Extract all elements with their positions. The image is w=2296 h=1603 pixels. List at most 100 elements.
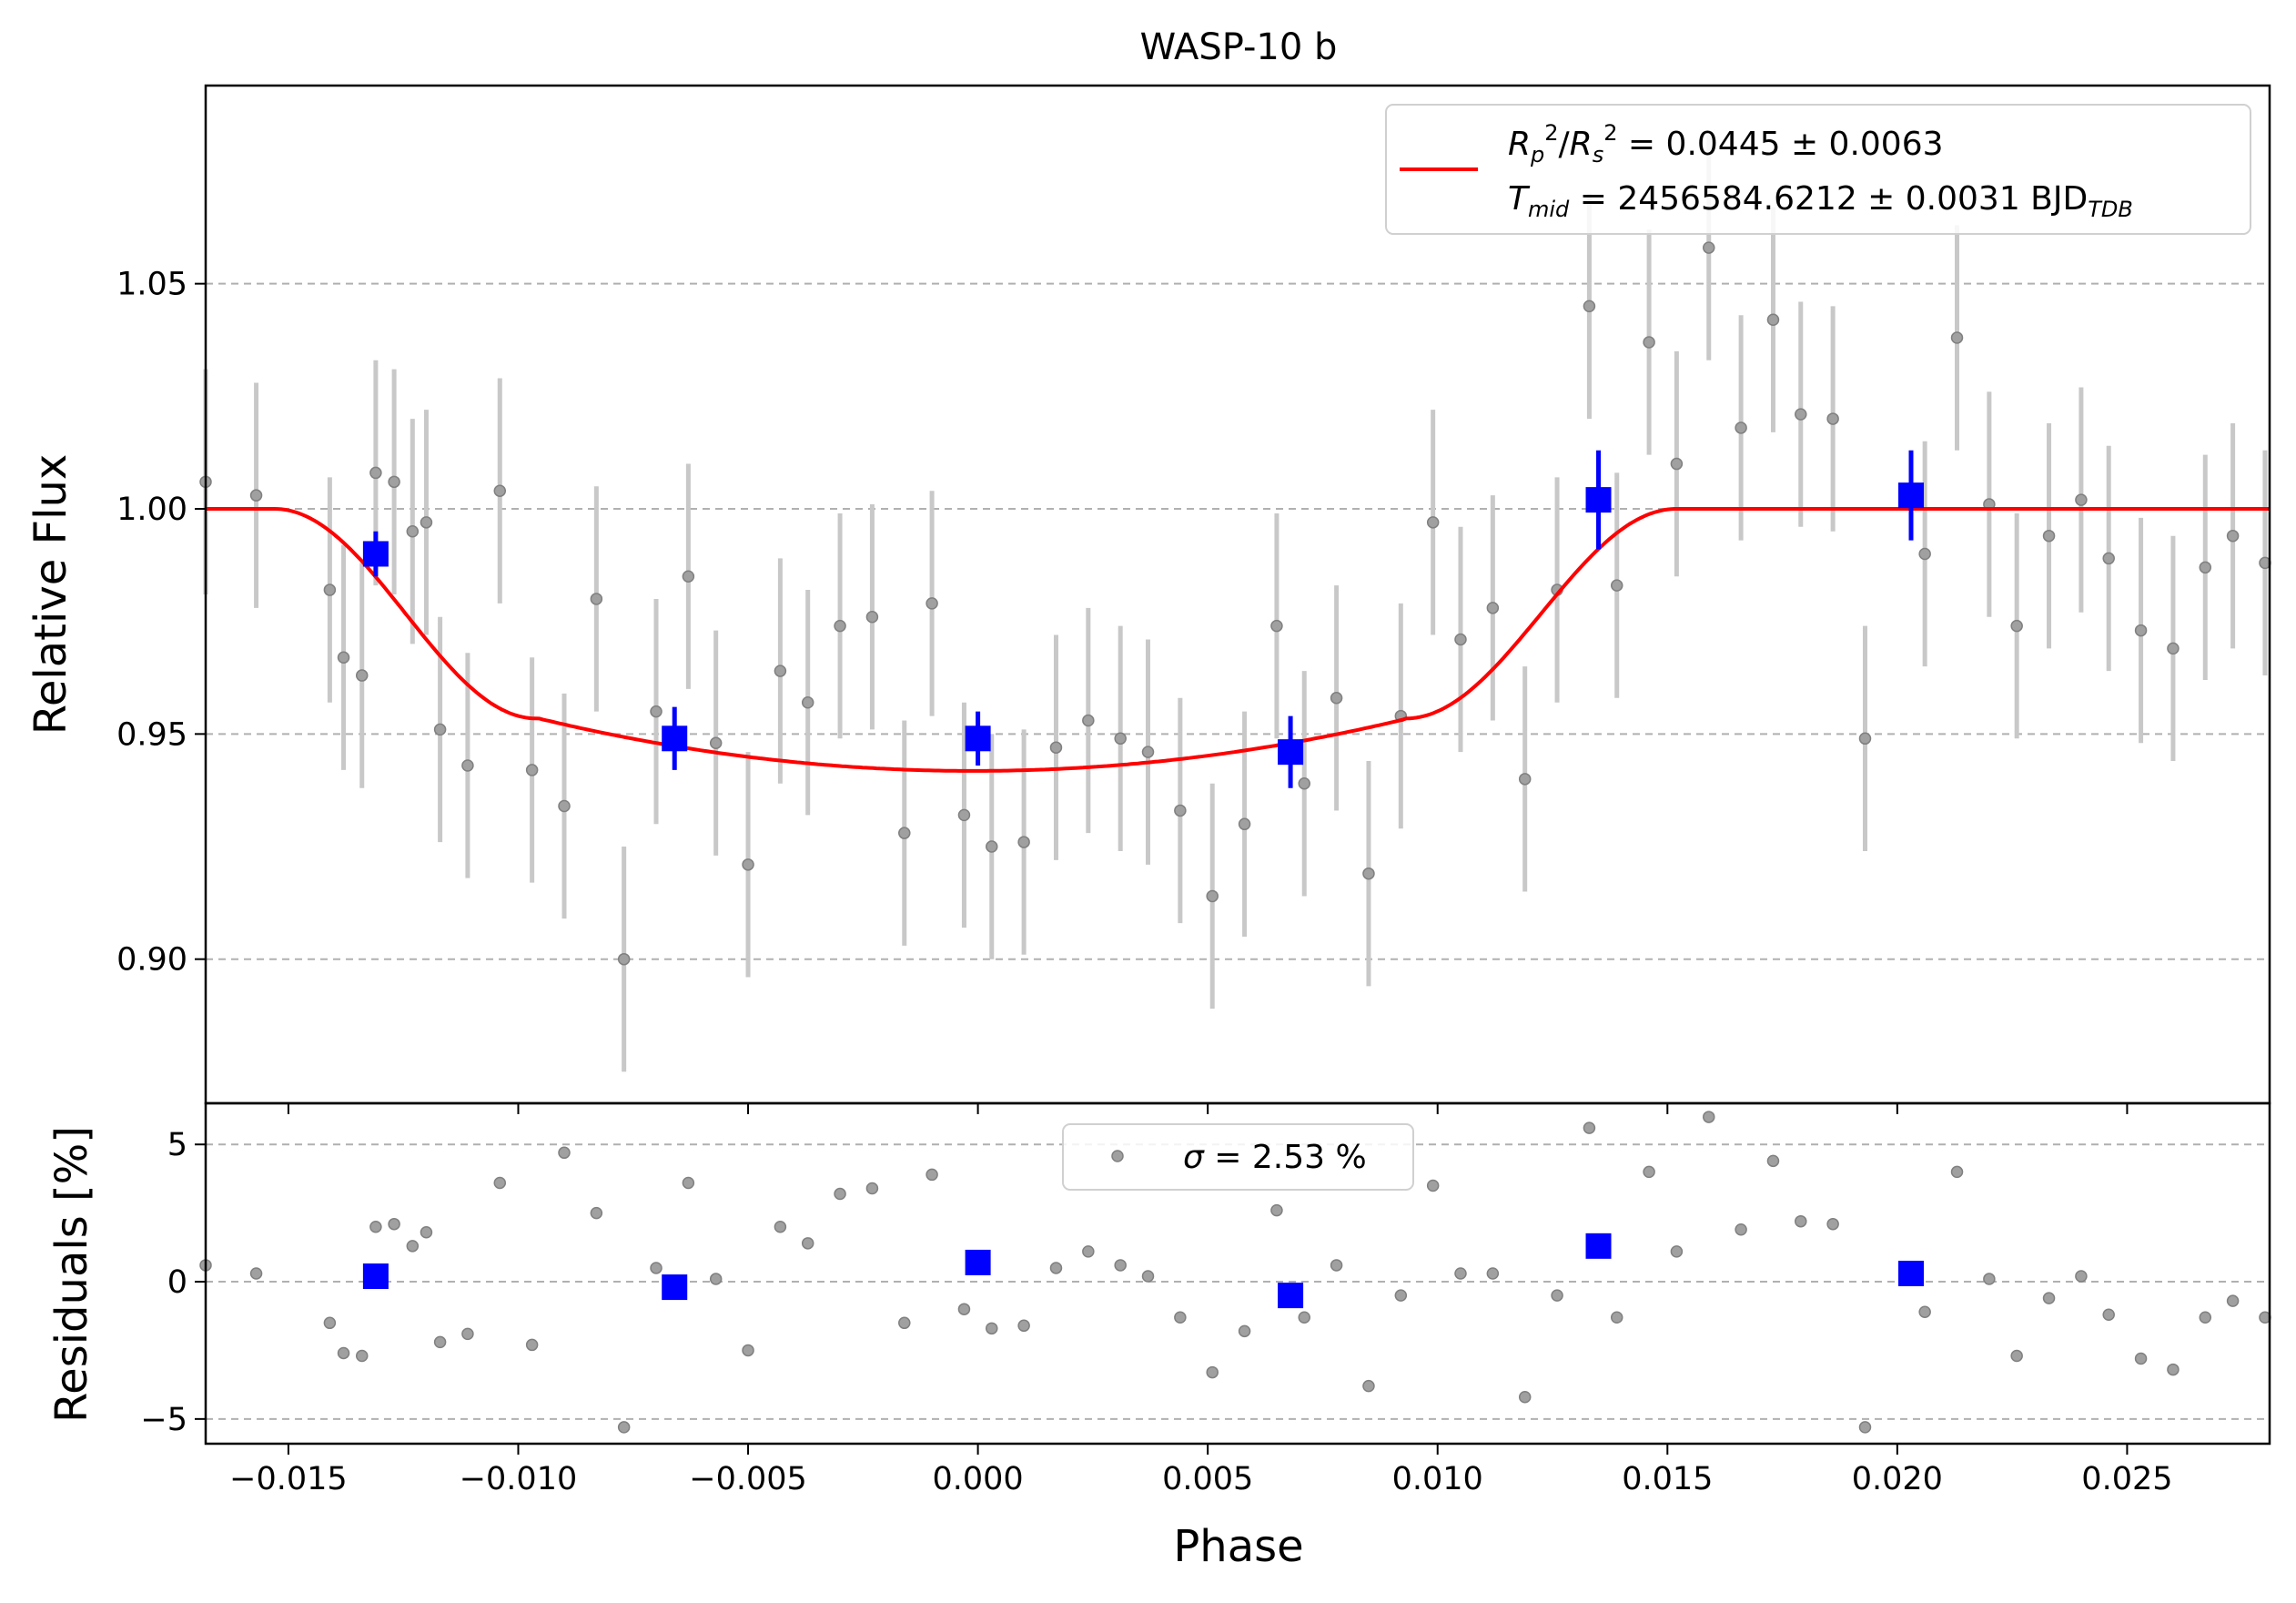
top-raw-points (199, 241, 2271, 966)
raw-point (1583, 299, 1596, 313)
raw-point (337, 651, 350, 665)
residual-point (1362, 1379, 1375, 1393)
raw-point (925, 597, 938, 610)
bottom-y-ticks: −5 0 5 (140, 1127, 206, 1438)
residual-point (925, 1168, 938, 1182)
top-panel: 0.90 0.95 1.00 1.05 Rp2/Rs2 = 0.0445 ± 0.00… (116, 84, 2271, 1105)
residual-point (1950, 1165, 1964, 1179)
residual-point (420, 1226, 433, 1239)
raw-point (1610, 579, 1623, 592)
raw-point (801, 695, 814, 709)
bottom-raw-residuals (199, 1111, 2271, 1434)
raw-point (1049, 741, 1063, 754)
residual-point (2075, 1270, 2088, 1283)
x-tick-label: −0.010 (460, 1461, 578, 1497)
residual-point (801, 1237, 814, 1250)
raw-point (1826, 412, 1839, 425)
x-ticks: −0.015 −0.010 −0.005 0.000 0.005 0.010 0.015 0.… (229, 1103, 2173, 1497)
raw-point (1918, 547, 1931, 561)
residual-point (493, 1176, 507, 1190)
raw-point (388, 475, 400, 489)
residual-point (1551, 1289, 1563, 1302)
raw-point (1330, 692, 1343, 705)
residual-point (1082, 1245, 1095, 1258)
bottom-legend: σ = 2.53 % (1062, 1123, 1414, 1191)
raw-point (493, 484, 507, 497)
residual-point (834, 1187, 846, 1201)
raw-point (2134, 624, 2148, 637)
raw-point (2102, 552, 2115, 565)
raw-point (865, 610, 879, 624)
residual-point (1206, 1365, 1219, 1379)
raw-point (1735, 421, 1747, 434)
residual-point (1518, 1390, 1532, 1404)
raw-point (709, 736, 723, 749)
legend-depth-text: Rp2/Rs2 = 0.0445 ± 0.0063 (1508, 120, 1944, 167)
raw-point (590, 593, 603, 605)
residual-point (898, 1316, 911, 1330)
raw-point (1206, 889, 1219, 903)
residual-point (1394, 1289, 1408, 1302)
residual-point (2226, 1294, 2240, 1307)
raw-point (1174, 804, 1187, 817)
binned-point (1585, 487, 1612, 513)
residual-point (1643, 1165, 1655, 1179)
raw-point (1454, 633, 1467, 646)
raw-point (558, 799, 571, 813)
residual-point (1049, 1262, 1063, 1274)
top-binned-points (362, 450, 1925, 788)
raw-point (433, 723, 447, 736)
top-y-tick-label: 1.05 (116, 267, 187, 303)
raw-point (1017, 836, 1030, 848)
raw-point (369, 466, 382, 480)
residual-point (865, 1182, 879, 1195)
top-y-tick-label: 1.00 (116, 492, 187, 528)
raw-point (1298, 777, 1310, 790)
raw-point (682, 570, 695, 583)
raw-point (249, 489, 263, 502)
raw-point (2010, 619, 2023, 633)
binned-residual (1585, 1233, 1612, 1259)
residual-point (249, 1267, 263, 1280)
raw-point (742, 858, 754, 871)
residual-point (1486, 1267, 1500, 1280)
residual-point (774, 1220, 787, 1233)
transit-model-curve (206, 507, 2270, 773)
residual-point (1826, 1217, 1839, 1231)
residual-point (337, 1346, 350, 1360)
residual-point (1174, 1311, 1187, 1324)
residual-point (1735, 1223, 1747, 1236)
legend-sigma-text: σ = 2.53 % (1183, 1139, 1367, 1176)
residual-point (369, 1220, 382, 1233)
residual-point (1017, 1319, 1030, 1333)
residual-point (1583, 1121, 1596, 1134)
raw-point (1703, 241, 1715, 254)
binned-residual (362, 1263, 389, 1290)
raw-point (323, 583, 337, 596)
plot-title: WASP-10 b (1140, 26, 1338, 68)
binned-residual (662, 1274, 688, 1301)
raw-point (1795, 408, 1807, 421)
raw-point (986, 840, 998, 853)
raw-point (1141, 746, 1155, 758)
top-y-axis-title: Relative Flux (25, 454, 76, 736)
raw-point (2042, 529, 2056, 543)
raw-point (1950, 331, 1964, 344)
binned-point (362, 541, 389, 567)
bottom-y-tick-label: −5 (140, 1402, 187, 1438)
raw-point (355, 669, 369, 682)
raw-point (617, 952, 631, 966)
residual-point (1141, 1270, 1155, 1283)
raw-point (2226, 529, 2240, 543)
residual-point (682, 1176, 695, 1190)
x-tick-label: 0.015 (1622, 1461, 1713, 1497)
bottom-panel: −5 0 5 −0.015 −0.010 −0.005 0.000 0.005 0.010 0.… (140, 1101, 2271, 1497)
bottom-binned-residuals (362, 1233, 1925, 1309)
raw-point (957, 808, 971, 822)
binned-point (965, 725, 991, 752)
raw-point (1270, 619, 1283, 633)
residual-point (355, 1349, 369, 1363)
residual-point (1298, 1311, 1310, 1324)
raw-point (1518, 773, 1532, 786)
